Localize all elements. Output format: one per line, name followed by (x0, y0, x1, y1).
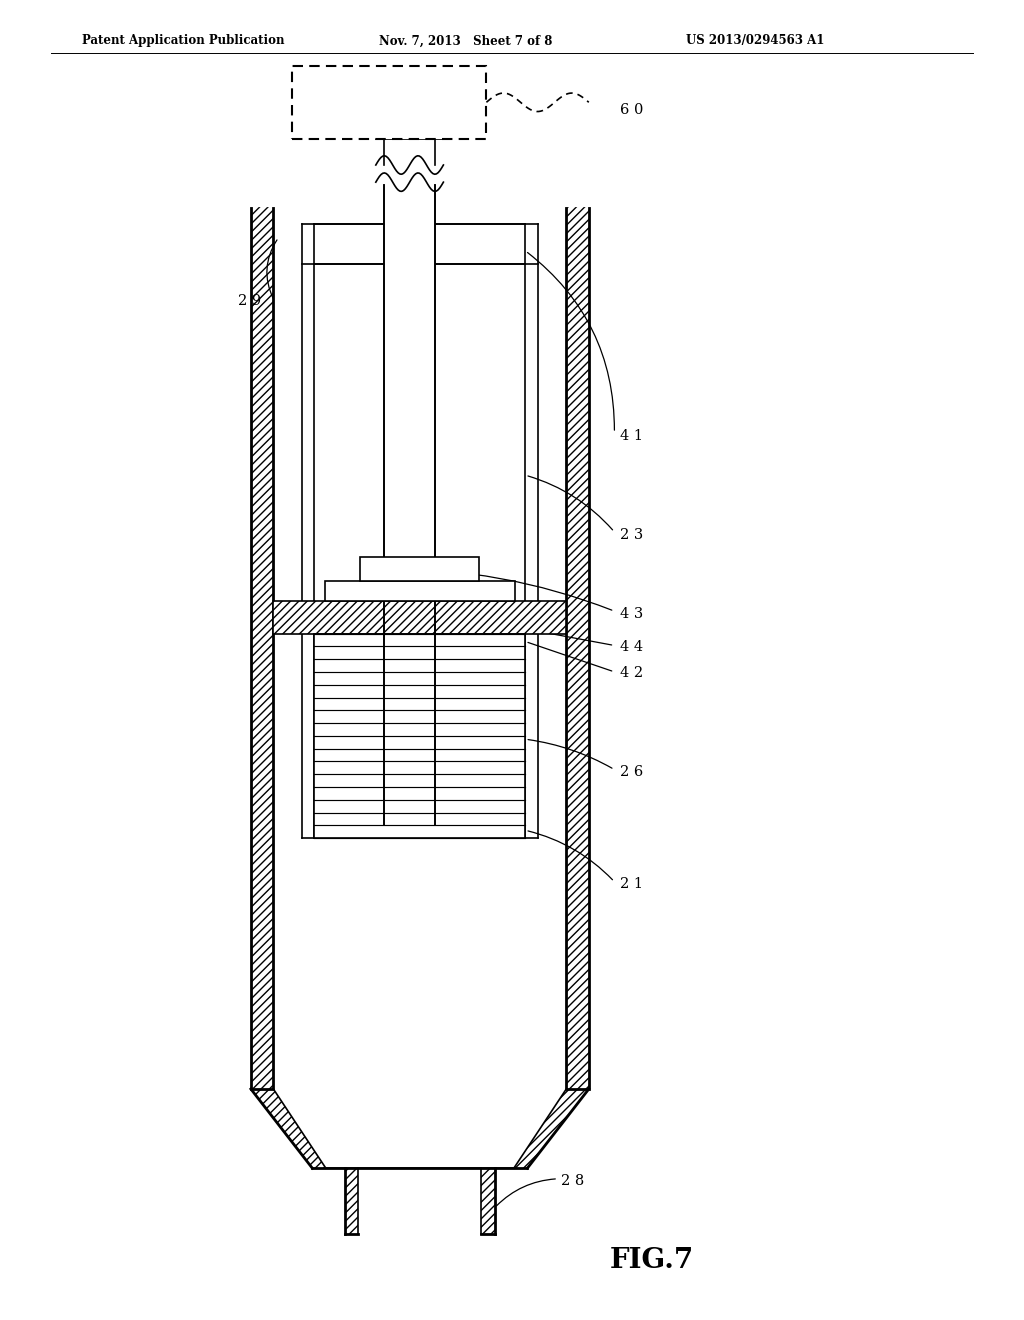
Text: 6 0: 6 0 (620, 103, 643, 116)
Text: Nov. 7, 2013   Sheet 7 of 8: Nov. 7, 2013 Sheet 7 of 8 (379, 34, 552, 48)
Bar (566, 205, 589, 1089)
Text: 4 1: 4 1 (620, 429, 642, 442)
Text: FIG.7: FIG.7 (609, 1247, 693, 1274)
Text: Patent Application Publication: Patent Application Publication (82, 34, 285, 48)
Text: US 2013/0294563 A1: US 2013/0294563 A1 (686, 34, 824, 48)
Bar (566, 205, 589, 1089)
Text: 2 6: 2 6 (620, 766, 643, 779)
Bar (292, 66, 486, 139)
Text: 4 3: 4 3 (620, 607, 643, 620)
Text: 2 1: 2 1 (620, 878, 642, 891)
Text: 4 2: 4 2 (620, 667, 643, 680)
Bar (481, 1168, 495, 1234)
Bar (384, 185, 435, 825)
Text: 4 4: 4 4 (620, 640, 643, 653)
Bar (251, 205, 273, 1089)
Text: 2 9: 2 9 (238, 294, 261, 308)
Bar (345, 1168, 358, 1234)
Bar (325, 581, 515, 601)
Bar (251, 205, 273, 1089)
Text: 2 3: 2 3 (620, 528, 643, 541)
Bar (360, 557, 479, 581)
Text: 2 8: 2 8 (561, 1175, 585, 1188)
Bar (314, 224, 525, 838)
Bar (273, 601, 566, 634)
Bar (314, 634, 525, 838)
